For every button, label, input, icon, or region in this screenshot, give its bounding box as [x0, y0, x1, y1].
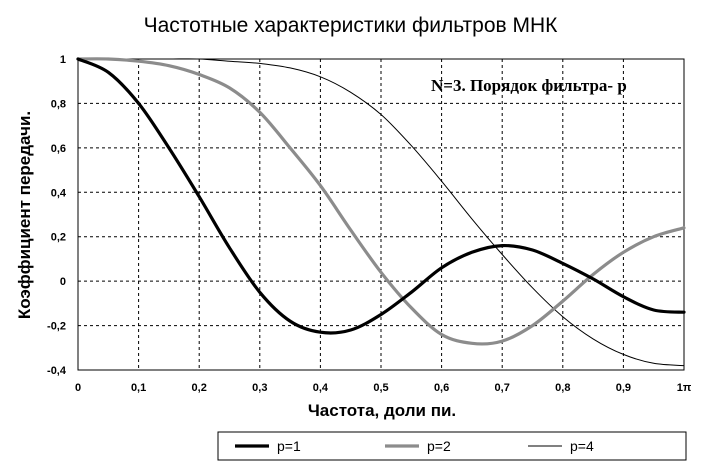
x-axis-title: Частота, доли пи. — [308, 401, 456, 420]
x-tick-label: 0,1 — [131, 382, 146, 394]
x-tick-label: 0,8 — [555, 382, 570, 394]
legend-label-p1: p=1 — [277, 438, 301, 454]
y-tick-label: -0,2 — [47, 321, 66, 333]
x-tick-label: 1π — [677, 382, 692, 394]
grid-layer — [78, 59, 684, 370]
y-tick-label: 0 — [60, 276, 66, 288]
legend-box — [217, 431, 687, 461]
legend-label-p4: p=4 — [570, 438, 594, 454]
x-tick-label: 0,7 — [495, 382, 510, 394]
series-layer — [76, 57, 686, 367]
chart-annotation: N=3. Порядок фильтра- p — [431, 76, 627, 95]
label-layer: N=3. Порядок фильтра- p Частота, доли пи… — [15, 76, 627, 420]
y-tick-label: -0,4 — [47, 365, 67, 377]
y-tick-label: 0,8 — [51, 98, 66, 110]
axis-layer: 0 0,1 0,2 0,3 0,4 0,5 0,6 0,7 0,8 0,9 1π -0,4 -0,2 0 0… — [47, 54, 692, 394]
legend: p=1 p=2 p=4 — [217, 431, 687, 461]
series-line-p1 — [76, 57, 686, 335]
x-tick-label: 0,2 — [192, 382, 207, 394]
chart-title: Частотные характеристики фильтров МНК — [143, 14, 558, 37]
x-tick-label: 0 — [75, 382, 81, 394]
x-tick-label: 0,6 — [434, 382, 449, 394]
y-tick-label: 0,6 — [51, 143, 66, 155]
y-tick-label: 0,4 — [51, 187, 67, 199]
plot-frame — [77, 58, 685, 371]
y-tick-label: 1 — [60, 54, 66, 66]
x-tick-label: 0,5 — [373, 382, 388, 394]
series-line-p4 — [77, 58, 685, 367]
x-tick-label: 0,9 — [616, 382, 631, 394]
x-tick-label: 0,4 — [313, 382, 329, 394]
legend-label-p2: p=2 — [427, 438, 451, 454]
y-axis-title: Коэффициент передачи. — [15, 111, 34, 319]
series-line-p2 — [76, 57, 686, 346]
x-tick-label: 0,3 — [252, 382, 267, 394]
y-tick-label: 0,2 — [51, 232, 66, 244]
